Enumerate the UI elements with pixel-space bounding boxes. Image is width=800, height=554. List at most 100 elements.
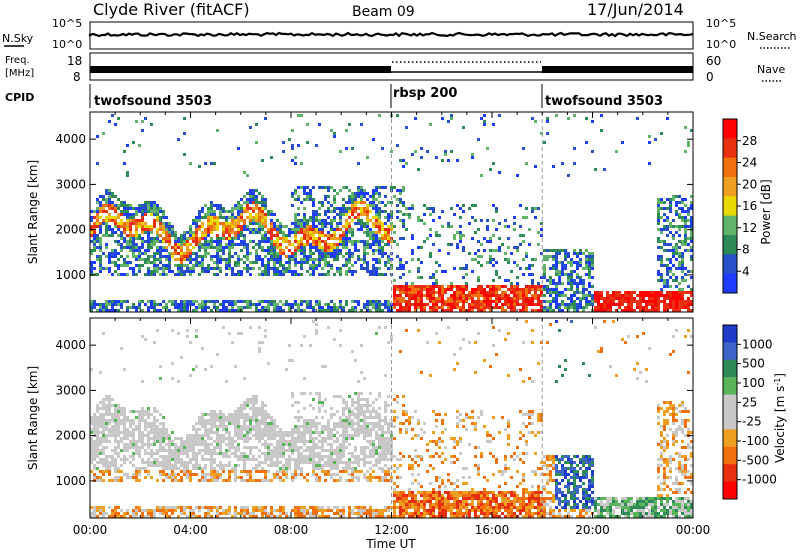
heatmap-cell: [126, 225, 129, 228]
heatmap-cell: [207, 210, 210, 213]
heatmap-cell: [147, 509, 150, 512]
heatmap-cell: [246, 267, 249, 270]
heatmap-cell: [297, 309, 300, 312]
heatmap-cell: [234, 440, 237, 443]
heatmap-cell: [495, 294, 498, 297]
heatmap-cell: [306, 228, 309, 231]
heatmap-cell: [309, 515, 312, 518]
heatmap-cell: [312, 210, 315, 213]
heatmap-cell: [138, 237, 141, 240]
heatmap-cell: [210, 416, 213, 419]
heatmap-cell: [270, 252, 273, 255]
heatmap-cell: [192, 300, 195, 303]
heatmap-cell: [99, 216, 102, 219]
heatmap-cell: [270, 222, 273, 225]
heatmap-cell: [120, 213, 123, 216]
heatmap-cell: [306, 446, 309, 449]
heatmap-cell: [216, 249, 219, 252]
heatmap-cell: [429, 213, 432, 216]
heatmap-cell: [321, 401, 324, 404]
heatmap-cell: [162, 300, 165, 303]
heatmap-cell: [561, 249, 564, 252]
heatmap-cell: [615, 291, 618, 294]
heatmap-cell: [675, 246, 678, 249]
heatmap-cell: [204, 228, 207, 231]
heatmap-cell: [270, 449, 273, 452]
heatmap-cell: [213, 255, 216, 258]
heatmap-cell: [225, 437, 228, 440]
heatmap-cell: [504, 309, 507, 312]
heatmap-cell: [324, 425, 327, 428]
heatmap-cell: [129, 243, 132, 246]
heatmap-cell: [90, 443, 93, 446]
heatmap-cell: [246, 300, 249, 303]
heatmap-cell: [549, 306, 552, 309]
heatmap-cell: [513, 303, 516, 306]
heatmap-cell: [393, 240, 396, 243]
heatmap-cell: [147, 309, 150, 312]
heatmap-cell: [219, 246, 222, 249]
heatmap-cell: [288, 255, 291, 258]
heatmap-cell: [246, 413, 249, 416]
heatmap-cell: [210, 365, 213, 368]
heatmap-cell: [204, 249, 207, 252]
heatmap-cell: [129, 219, 132, 222]
heatmap-cell: [312, 234, 315, 237]
heatmap-cell: [585, 273, 588, 276]
heatmap-cell: [294, 261, 297, 264]
heatmap-cell: [363, 258, 366, 261]
heatmap-cell: [201, 270, 204, 273]
heatmap-cell: [153, 255, 156, 258]
heatmap-cell: [288, 464, 291, 467]
heatmap-cell: [150, 240, 153, 243]
heatmap-cell: [231, 443, 234, 446]
heatmap-cell: [204, 246, 207, 249]
heatmap-cell: [585, 117, 588, 120]
heatmap-cell: [336, 267, 339, 270]
heatmap-cell: [606, 306, 609, 309]
heatmap-cell: [93, 476, 96, 479]
heatmap-cell: [102, 267, 105, 270]
heatmap-cell: [552, 165, 555, 168]
heatmap-cell: [585, 297, 588, 300]
heatmap-cell: [327, 237, 330, 240]
heatmap-cell: [318, 252, 321, 255]
heatmap-cell: [243, 300, 246, 303]
heatmap-cell: [231, 243, 234, 246]
heatmap-cell: [342, 234, 345, 237]
heatmap-cell: [522, 273, 525, 276]
heatmap-cell: [138, 270, 141, 273]
heatmap-cell: [141, 515, 144, 518]
heatmap-cell: [141, 461, 144, 464]
heatmap-cell: [210, 309, 213, 312]
heatmap-cell: [336, 270, 339, 273]
heatmap-cell: [213, 267, 216, 270]
heatmap-cell: [225, 509, 228, 512]
heatmap-cell: [336, 225, 339, 228]
heatmap-cell: [396, 297, 399, 300]
heatmap-cell: [522, 294, 525, 297]
heatmap-cell: [579, 297, 582, 300]
heatmap-cell: [123, 258, 126, 261]
heatmap-cell: [585, 267, 588, 270]
heatmap-cell: [204, 303, 207, 306]
heatmap-cell: [252, 413, 255, 416]
heatmap-cell: [267, 258, 270, 261]
heatmap-cell: [159, 455, 162, 458]
heatmap-cell: [171, 431, 174, 434]
heatmap-cell: [204, 428, 207, 431]
heatmap-cell: [237, 443, 240, 446]
heatmap-cell: [204, 449, 207, 452]
freq-label: Freq.: [5, 55, 30, 66]
heatmap-cell: [405, 306, 408, 309]
heatmap-cell: [537, 303, 540, 306]
heatmap-cell: [282, 473, 285, 476]
heatmap-cell: [246, 246, 249, 249]
heatmap-cell: [327, 306, 330, 309]
heatmap-cell: [147, 515, 150, 518]
heatmap-cell: [387, 255, 390, 258]
heatmap-cell: [684, 225, 687, 228]
heatmap-cell: [255, 306, 258, 309]
heatmap-cell: [285, 464, 288, 467]
